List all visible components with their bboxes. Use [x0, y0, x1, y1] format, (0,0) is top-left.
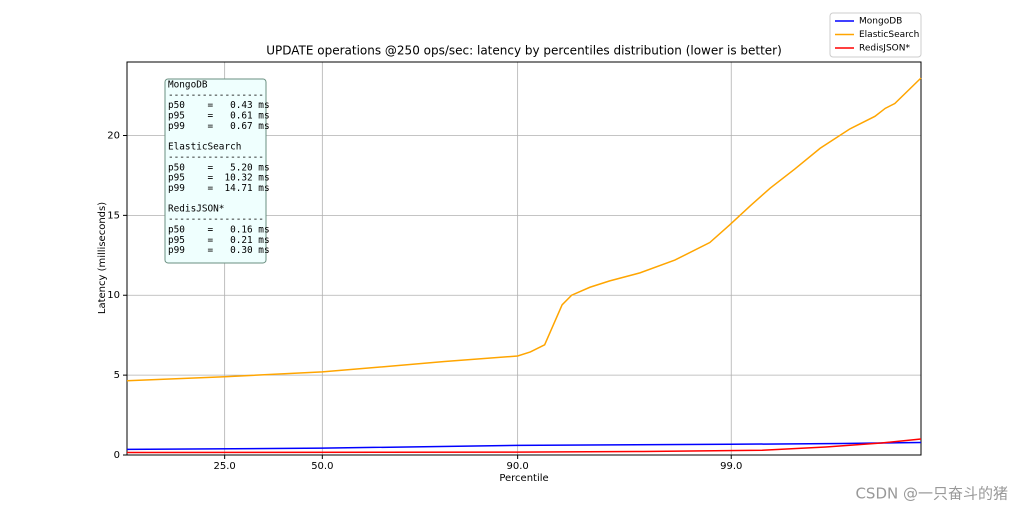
stats-line: p95 = 10.32 ms [168, 173, 270, 184]
stats-rule: ----------------- [168, 214, 264, 225]
stats-box-bg [164, 78, 267, 264]
x-axis-label: Percentile [499, 473, 548, 484]
stats-rule: ----------------- [168, 152, 264, 163]
stats-heading: ElasticSearch [168, 142, 241, 153]
stats-line: p99 = 0.30 ms [168, 245, 270, 256]
watermark: CSDN @一只奋斗的猪 [855, 485, 1008, 503]
legend: MongoDB ElasticSearch RedisJSON* [829, 12, 922, 58]
stats-line: p50 = 0.43 ms [168, 100, 270, 111]
y-tick-label: 5 [114, 370, 120, 381]
legend-label: RedisJSON* [859, 44, 910, 54]
legend-label: ElasticSearch [859, 30, 919, 40]
stats-line: p99 = 14.71 ms [168, 183, 270, 194]
series-line [126, 438, 922, 454]
stats-box: MongoDB-----------------p50 = 0.43 msp95… [164, 78, 270, 264]
stats-line: p99 = 0.67 ms [168, 121, 270, 132]
x-tick-label: 50.0 [311, 461, 333, 472]
stats-line: p50 = 0.16 ms [168, 224, 270, 235]
stats-heading: RedisJSON* [168, 204, 224, 215]
y-tick-label: 10 [107, 290, 120, 301]
stats-line: p95 = 0.61 ms [168, 111, 270, 122]
stats-line: p95 = 0.21 ms [168, 235, 270, 246]
x-tick-label: 25.0 [214, 461, 236, 472]
legend-label: MongoDB [859, 17, 902, 27]
stats-line: p50 = 5.20 ms [168, 162, 270, 173]
series-line [126, 441, 922, 451]
y-axis-label: Latency (milliseconds) [97, 202, 108, 314]
plot-frame [126, 61, 922, 456]
series-line [126, 77, 922, 382]
legend-box [829, 12, 922, 58]
chart-title: UPDATE operations @250 ops/sec: latency … [266, 44, 782, 58]
x-tick-label: 90.0 [507, 461, 529, 472]
y-tick-label: 15 [107, 210, 120, 221]
y-tick-label: 0 [114, 450, 120, 461]
stats-heading: MongoDB [168, 80, 208, 91]
y-tick-label: 20 [107, 130, 120, 141]
stats-rule: ----------------- [168, 90, 264, 101]
x-tick-label: 99.0 [720, 461, 742, 472]
